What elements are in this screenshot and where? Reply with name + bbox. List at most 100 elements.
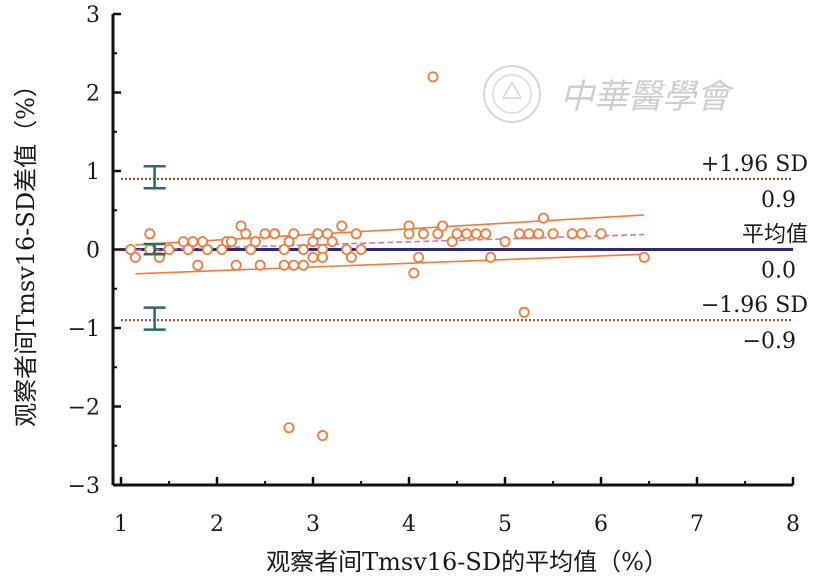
- data-point: [129, 251, 141, 263]
- x-tick-label: 3: [306, 512, 320, 537]
- data-point: [240, 228, 252, 240]
- data-point: [350, 228, 362, 240]
- data-point: [225, 236, 237, 248]
- x-tick-label: 7: [690, 512, 704, 537]
- reference-line-name: +1.96 SD: [701, 152, 808, 177]
- y-tick-label: −3: [68, 474, 100, 499]
- data-point: [437, 220, 449, 232]
- data-point: [480, 228, 492, 240]
- data-point: [144, 228, 156, 240]
- data-point: [249, 236, 261, 248]
- watermark: 中華醫學會: [483, 65, 735, 123]
- data-point: [451, 228, 463, 240]
- data-point: [341, 243, 353, 255]
- data-point: [197, 236, 209, 248]
- x-tick-label: 6: [594, 512, 608, 537]
- data-point: [216, 243, 228, 255]
- data-point: [326, 236, 338, 248]
- error-bar: [143, 242, 166, 256]
- reference-line-value: 0.0: [761, 259, 796, 284]
- association-seal-icon: [483, 65, 541, 123]
- y-tick-label: 0: [86, 239, 100, 264]
- data-point: [307, 251, 319, 263]
- reference-line-value: 0.9: [761, 188, 796, 213]
- y-tick-label: 3: [86, 3, 100, 28]
- data-point: [259, 228, 271, 240]
- band-lower-line: [135, 253, 645, 275]
- data-point: [182, 243, 194, 255]
- data-point: [485, 251, 497, 263]
- data-point: [307, 236, 319, 248]
- data-point: [533, 228, 545, 240]
- data-point: [461, 228, 473, 240]
- reference-lines: [121, 177, 793, 322]
- data-point: [336, 220, 348, 232]
- data-point: [413, 251, 425, 263]
- data-points: [125, 71, 650, 442]
- data-point: [144, 243, 156, 255]
- data-point: [638, 251, 650, 263]
- data-point: [432, 228, 444, 240]
- data-point: [537, 212, 549, 224]
- data-point: [283, 236, 295, 248]
- data-point: [283, 422, 295, 434]
- data-point: [187, 236, 199, 248]
- data-point: [278, 259, 290, 271]
- data-point: [355, 243, 367, 255]
- y-tick-label: −2: [68, 396, 100, 421]
- data-point: [125, 243, 137, 255]
- error-bar: [143, 306, 166, 331]
- data-point: [547, 228, 559, 240]
- data-point: [278, 243, 290, 255]
- data-point: [566, 228, 578, 240]
- data-point: [408, 267, 420, 279]
- data-point: [470, 228, 482, 240]
- x-axis-label: 观察者间Tmsv16-SD的平均值（%）: [266, 548, 668, 576]
- error-bar: [143, 165, 166, 190]
- y-tick-label: 1: [86, 160, 100, 185]
- x-tick-label: 8: [786, 512, 800, 537]
- data-point: [499, 236, 511, 248]
- data-point: [317, 251, 329, 263]
- data-point: [235, 220, 247, 232]
- watermark-text: 中華醫學會: [560, 77, 735, 117]
- reference-line-name: −1.96 SD: [701, 293, 808, 318]
- x-tick-label: 4: [402, 512, 416, 537]
- data-point: [288, 259, 300, 271]
- data-point: [595, 228, 607, 240]
- y-tick-label: 2: [86, 82, 100, 107]
- confidence-band: [135, 214, 645, 275]
- x-tick-label: 2: [210, 512, 224, 537]
- data-point: [417, 228, 429, 240]
- data-point: [518, 306, 530, 318]
- data-point: [297, 259, 309, 271]
- data-point: [297, 243, 309, 255]
- data-point: [192, 259, 204, 271]
- data-point: [513, 228, 525, 240]
- data-point: [345, 251, 357, 263]
- y-axis-label: 观察者间Tmsv16-SD差值（%）: [12, 73, 40, 427]
- data-point: [317, 430, 329, 442]
- reference-line-name: 平均值: [742, 223, 808, 248]
- data-point: [163, 243, 175, 255]
- data-point: [403, 228, 415, 240]
- data-point: [312, 228, 324, 240]
- reference-labels: +1.96 SD 0.9 平均值 0.0 −1.96 SD −0.9: [701, 152, 808, 354]
- data-point: [321, 228, 333, 240]
- data-point: [427, 71, 439, 83]
- y-tick-label: −1: [68, 317, 100, 342]
- error-bars: [143, 165, 166, 331]
- data-point: [523, 228, 535, 240]
- data-point: [269, 228, 281, 240]
- reference-line-value: −0.9: [743, 329, 796, 354]
- data-point: [245, 243, 257, 255]
- axes: 3 2 1 0 −1 −2 −3 1 2 3 4 5 6 7 8: [68, 3, 800, 537]
- data-point: [254, 259, 266, 271]
- data-point: [230, 259, 242, 271]
- data-point: [288, 228, 300, 240]
- data-point: [576, 228, 588, 240]
- x-tick-label: 5: [498, 512, 512, 537]
- data-point: [201, 243, 213, 255]
